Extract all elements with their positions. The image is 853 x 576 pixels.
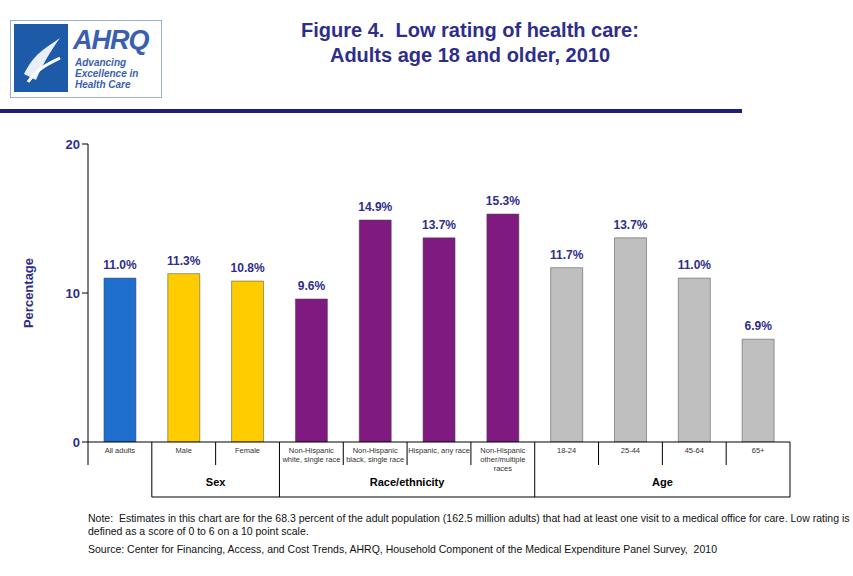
svg-text:races: races (494, 464, 513, 473)
svg-text:Female: Female (235, 446, 260, 455)
svg-text:25-44: 25-44 (621, 446, 640, 455)
svg-text:Male: Male (176, 446, 192, 455)
svg-text:15.3%: 15.3% (486, 194, 520, 208)
html-text:Adults age 18 and older, 2010: Adults age 18 and older, 2010 (329, 44, 610, 66)
svg-text:6.9%: 6.9% (744, 319, 772, 333)
svg-text:11.3%: 11.3% (167, 254, 201, 268)
svg-text:11.0%: 11.0% (678, 258, 712, 272)
html-text:AHRQ: AHRQ (73, 25, 149, 55)
svg-text:black, single race: black, single race (346, 455, 404, 464)
svg-text:45-64: 45-64 (685, 446, 704, 455)
svg-text:other/multiple: other/multiple (480, 455, 525, 464)
html-text:Figure 4. Low rating of health: Figure 4. Low rating of health care: (301, 19, 639, 41)
svg-text:All adults: All adults (105, 446, 136, 455)
html-text:Excellence in: Excellence in (75, 68, 139, 79)
svg-text:Age: Age (652, 476, 673, 488)
html-text:Health Care: Health Care (75, 79, 131, 90)
svg-text:0: 0 (73, 435, 80, 450)
svg-text:11.0%: 11.0% (103, 258, 137, 272)
svg-text:Sex: Sex (206, 476, 226, 488)
svg-text:Percentage: Percentage (21, 258, 36, 328)
svg-text:13.7%: 13.7% (422, 218, 456, 232)
svg-text:9.6%: 9.6% (298, 279, 326, 293)
svg-text:white, single race: white, single race (281, 455, 340, 464)
svg-text:Race/ethnicity: Race/ethnicity (370, 476, 445, 488)
svg-text:65+: 65+ (752, 446, 765, 455)
svg-text:Non-Hispanic: Non-Hispanic (289, 446, 334, 455)
html-text:Note: Estimates in this chart: Note: Estimates in this chart are for th… (88, 512, 853, 537)
svg-text:14.9%: 14.9% (358, 200, 392, 214)
svg-text:18-24: 18-24 (557, 446, 576, 455)
svg-text:10: 10 (66, 286, 80, 301)
svg-text:11.7%: 11.7% (550, 248, 584, 262)
svg-text:Non-Hispanic: Non-Hispanic (480, 446, 525, 455)
svg-text:10.8%: 10.8% (231, 261, 265, 275)
svg-text:13.7%: 13.7% (613, 218, 647, 232)
svg-text:Non-Hispanic: Non-Hispanic (353, 446, 398, 455)
svg-text:Hispanic, any race: Hispanic, any race (408, 446, 470, 455)
svg-text:20: 20 (66, 137, 80, 152)
html-text:Advancing: Advancing (75, 57, 127, 68)
html-text:Source: Center for Financing,: Source: Center for Financing, Access, an… (88, 543, 717, 555)
